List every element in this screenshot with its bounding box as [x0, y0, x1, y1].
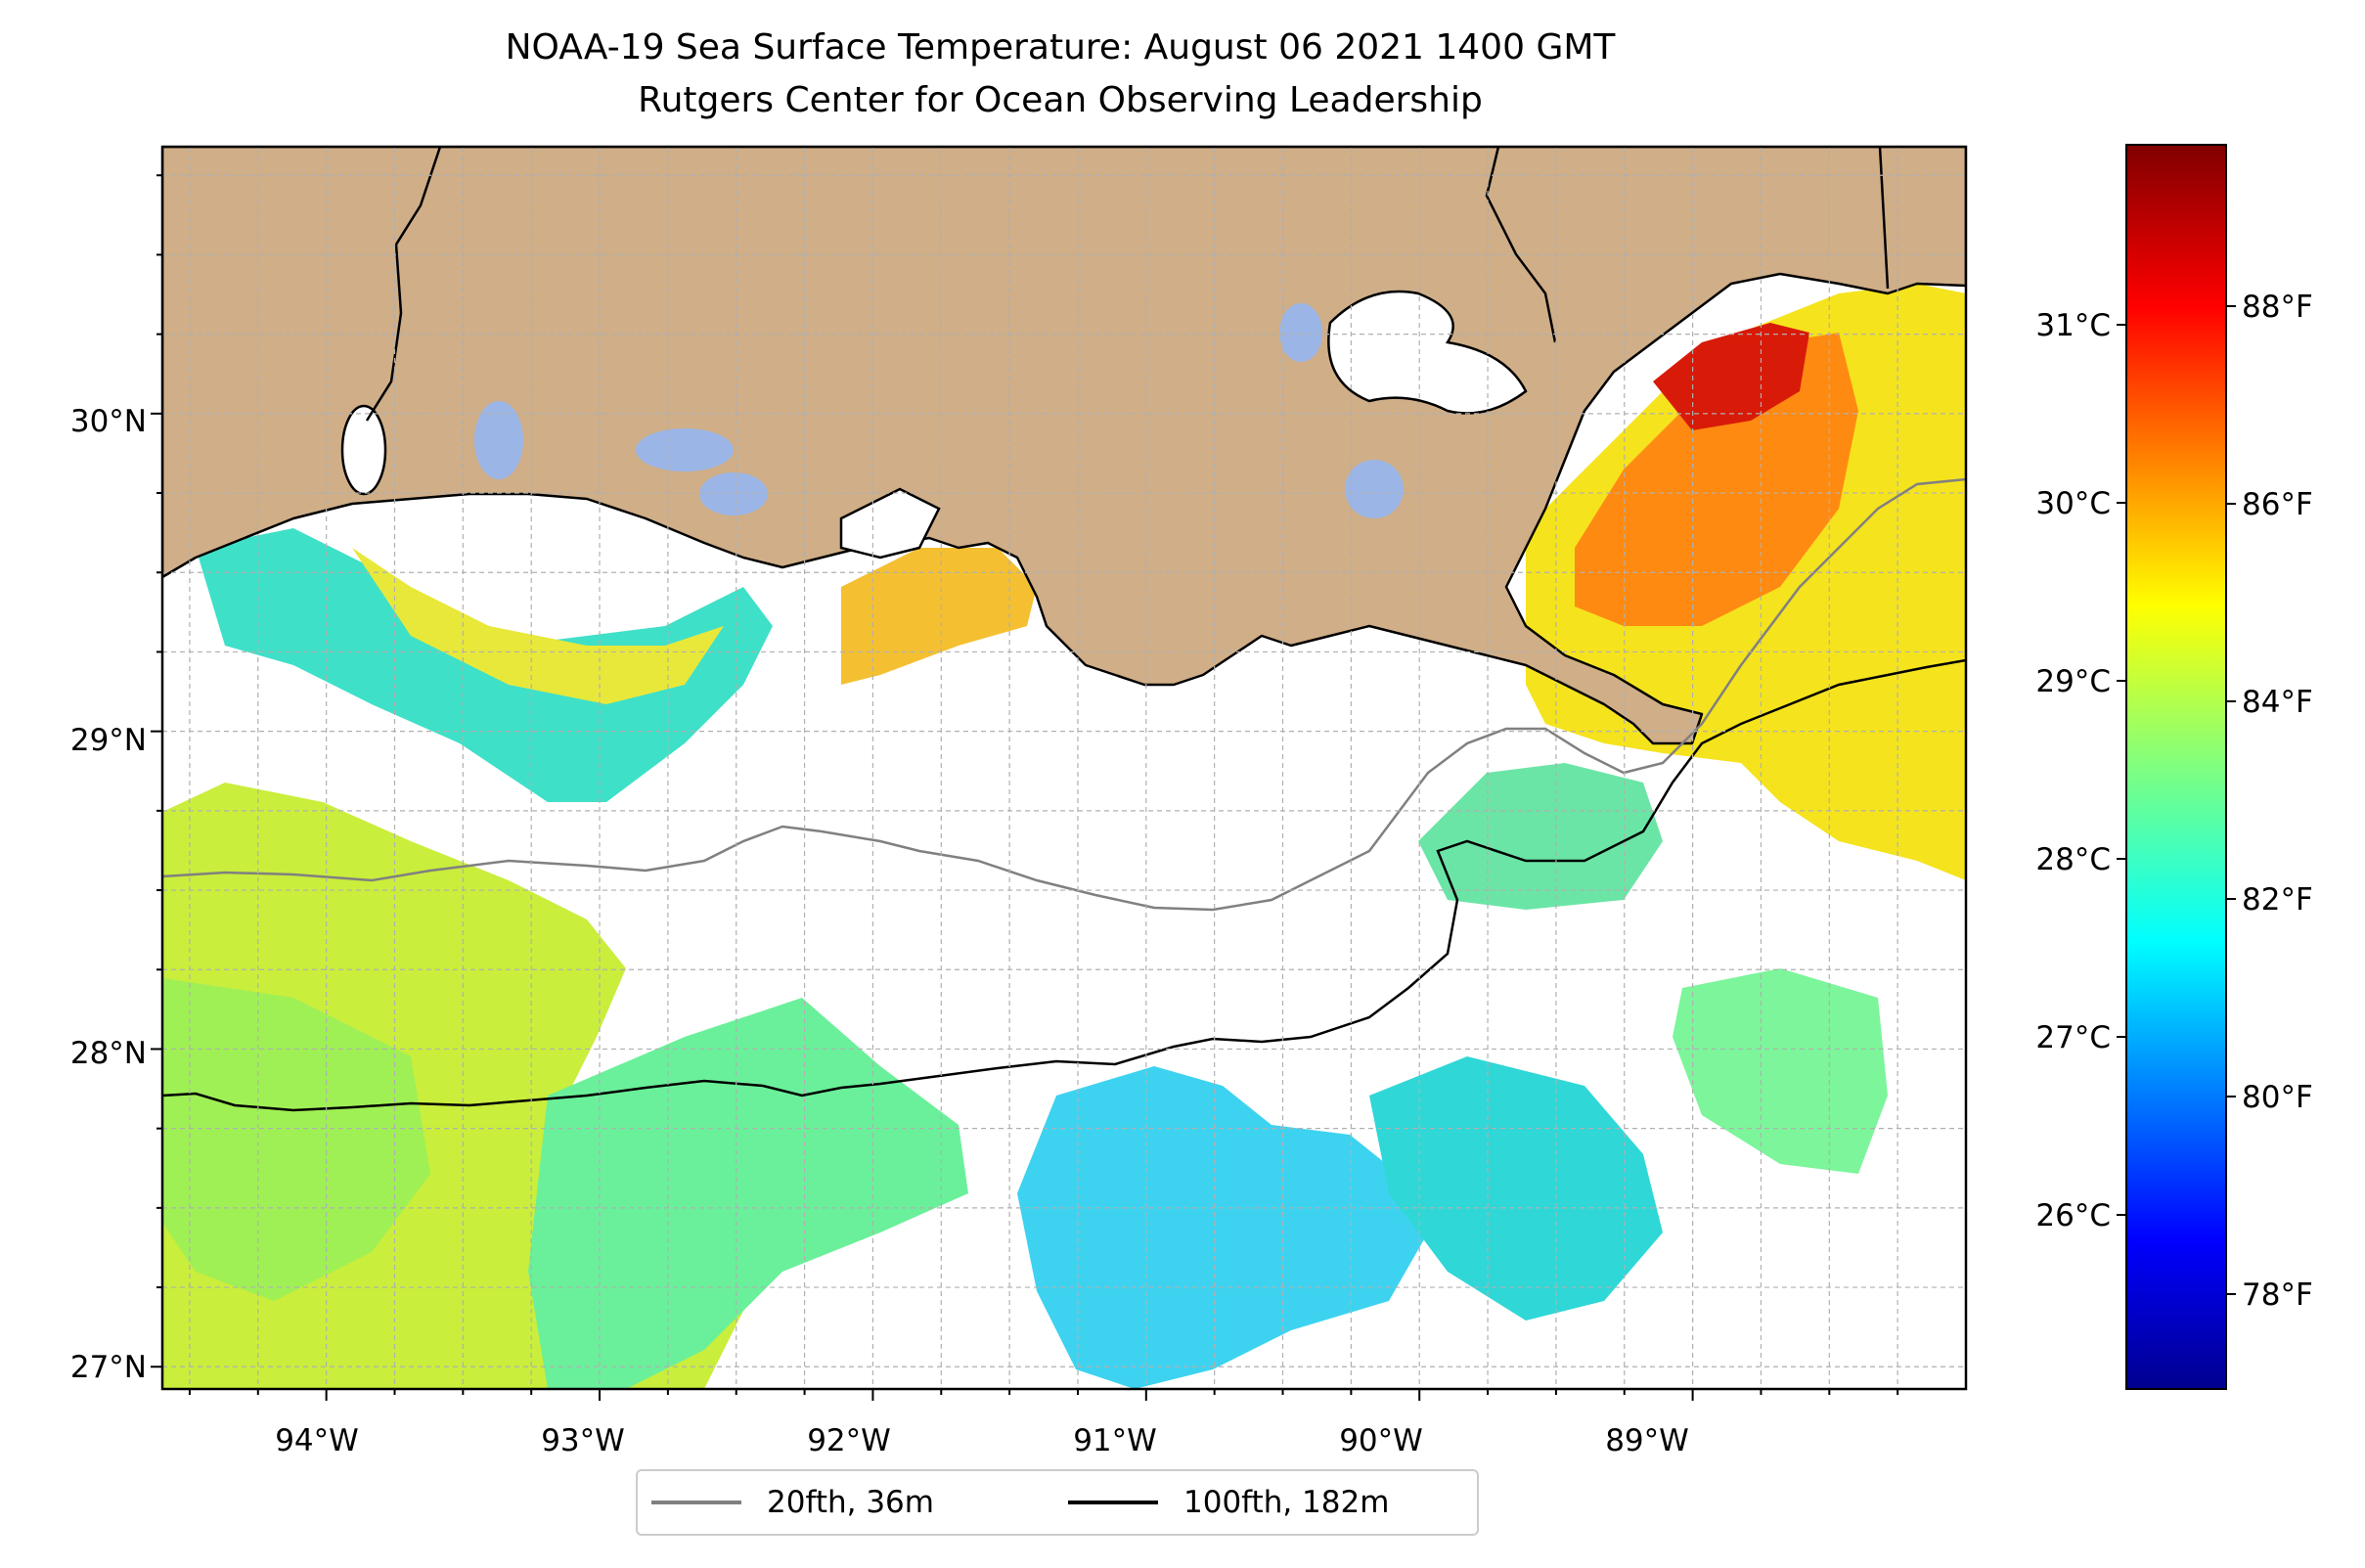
lat-tick-label-30: 30°N [70, 404, 147, 439]
colorbar-fahrenheit-82: 82°F [2242, 882, 2313, 918]
colorbar-fahrenheit-78: 78°F [2242, 1277, 2313, 1313]
isobath-20fth [162, 477, 1966, 912]
sst-patch-92w-coast [841, 548, 1037, 685]
colorbar-celsius-28: 28°C [2035, 842, 2111, 877]
axis-ticks [151, 174, 1899, 1401]
colorbar-celsius-30: 30°C [2035, 486, 2111, 521]
sst-patch-west-cool [162, 978, 430, 1301]
lon-tick-label-89: 89°W [1605, 1423, 1689, 1458]
lake-calcasieu [474, 401, 523, 479]
sst-patch-northwest-warm [352, 548, 724, 704]
state-border-sabine [365, 147, 442, 422]
legend-label-20fth: 20fth, 36m [767, 1485, 934, 1520]
state-border-ms-al [1878, 147, 1890, 290]
gridlines [162, 147, 1966, 1389]
map-title: NOAA-19 Sea Surface Temperature: August … [505, 27, 1616, 67]
legend-label-100fth: 100fth, 182m [1183, 1485, 1390, 1520]
colorbar-celsius-31: 31°C [2035, 308, 2111, 343]
sst-patch-shelf-east [1418, 763, 1663, 910]
sst-data-layer [162, 284, 1966, 1389]
lake-grand [636, 428, 734, 471]
colorbar-fahrenheit-80: 80°F [2242, 1080, 2313, 1115]
lat-tick-label-27: 27°N [70, 1350, 147, 1385]
legend-swatch-100fth [1068, 1501, 1158, 1504]
lakes [340, 290, 1528, 560]
lake-maurepas [1279, 303, 1322, 362]
map-frame [160, 145, 1968, 1391]
lake-sabine [340, 404, 387, 496]
sst-patch-90w [1369, 1056, 1663, 1321]
colorbar-fahrenheit-88: 88°F [2242, 290, 2313, 325]
colorbar-fahrenheit-84: 84°F [2242, 685, 2313, 720]
land-mass [162, 147, 1966, 745]
colorbar-celsius-26: 26°C [2035, 1198, 2111, 1233]
colorbar-ticks [2117, 305, 2236, 1295]
sst-patch-91w [1017, 1066, 1428, 1389]
legend-item-100fth: 100fth, 182m [1068, 1483, 1389, 1522]
lon-tick-label-94: 94°W [275, 1423, 359, 1458]
sst-patch-northeast-hot [1575, 333, 1858, 626]
lat-tick-label-29: 29°N [70, 723, 147, 758]
state-border-pearl [1485, 147, 1557, 343]
lon-tick-label-91: 91°W [1073, 1423, 1157, 1458]
colorbar [2125, 144, 2227, 1390]
legend-item-20fth: 20fth, 36m [651, 1483, 934, 1522]
lat-tick-label-28: 28°N [70, 1036, 147, 1071]
colorbar-celsius-27: 27°C [2035, 1020, 2111, 1055]
lake-white [699, 472, 768, 515]
colorbar-celsius-29: 29°C [2035, 664, 2111, 699]
lon-tick-label-93: 93°W [541, 1423, 625, 1458]
isobath-100fth [162, 658, 1966, 1112]
sst-patch-89w-south [1673, 968, 1888, 1174]
legend: 20fth, 36m 100fth, 182m [636, 1469, 1479, 1536]
map-subtitle: Rutgers Center for Ocean Observing Leade… [638, 80, 1483, 120]
sst-patch-northeast-hottest [1653, 323, 1809, 430]
colorbar-fahrenheit-86: 86°F [2242, 487, 2313, 522]
lon-tick-label-92: 92°W [807, 1423, 891, 1458]
legend-swatch-20fth [651, 1501, 741, 1504]
lon-tick-label-90: 90°W [1339, 1423, 1423, 1458]
atchafalaya-bay [839, 487, 941, 560]
lake-pontchartrain [1327, 290, 1528, 415]
lake-salvador [1345, 460, 1404, 518]
sst-patch-central-south [528, 998, 968, 1389]
